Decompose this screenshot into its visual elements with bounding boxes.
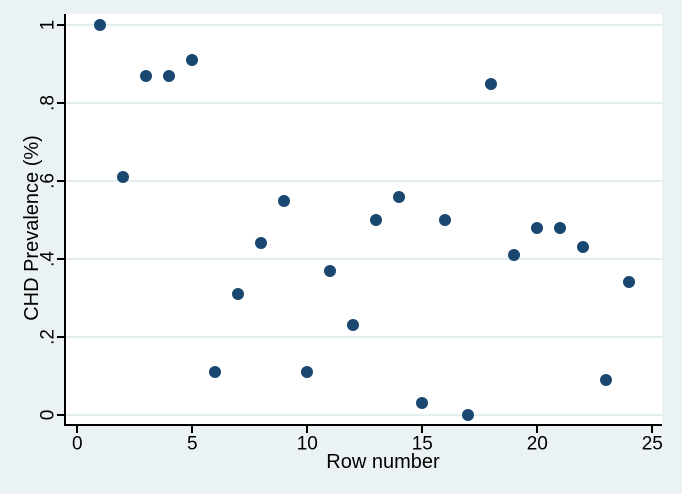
y-tick-mark xyxy=(57,180,66,182)
x-tick-mark xyxy=(191,426,194,433)
y-tick-label: 0 xyxy=(37,409,59,421)
data-point xyxy=(508,249,521,262)
y-gridline xyxy=(66,258,662,260)
data-point xyxy=(531,221,544,234)
x-axis-title: Row number xyxy=(326,451,440,473)
y-tick-label: .2 xyxy=(37,329,59,345)
x-tick-mark xyxy=(536,426,539,433)
x-tick-mark xyxy=(651,426,654,433)
data-point xyxy=(439,214,452,226)
y-gridline xyxy=(66,180,662,182)
x-tick-label: 10 xyxy=(296,433,318,455)
data-point xyxy=(186,54,199,67)
y-tick-mark xyxy=(57,24,66,26)
y-tick-label: 1 xyxy=(37,19,59,31)
data-point xyxy=(600,373,613,386)
y-tick-mark xyxy=(57,258,66,260)
data-point xyxy=(209,366,222,379)
y-axis-line xyxy=(64,14,66,426)
y-gridline xyxy=(66,414,662,416)
x-tick-label: 0 xyxy=(72,433,83,455)
data-point xyxy=(462,409,475,421)
data-point xyxy=(416,397,429,410)
y-gridline xyxy=(66,102,662,104)
data-point xyxy=(347,319,360,332)
data-point xyxy=(324,264,337,277)
x-axis-line xyxy=(64,424,662,426)
data-point xyxy=(278,194,291,207)
x-tick-label: 20 xyxy=(526,433,548,455)
y-tick-mark xyxy=(57,102,66,104)
data-point xyxy=(554,221,567,234)
x-tick-mark xyxy=(421,426,424,433)
data-point xyxy=(577,241,590,254)
data-point xyxy=(393,190,406,203)
y-tick-mark xyxy=(57,414,66,416)
data-point xyxy=(301,366,314,379)
data-point xyxy=(232,288,245,301)
x-tick-label: 15 xyxy=(411,433,433,455)
data-point xyxy=(140,69,153,82)
y-tick-mark xyxy=(57,336,66,338)
data-point xyxy=(163,69,176,82)
data-point xyxy=(255,237,268,250)
x-tick-mark xyxy=(76,426,79,433)
data-point xyxy=(94,19,107,31)
data-point xyxy=(370,214,383,226)
y-tick-label: .8 xyxy=(37,95,59,111)
data-point xyxy=(485,77,498,90)
y-axis-title: CHD Prevalence (%) xyxy=(21,135,43,321)
y-gridline xyxy=(66,24,662,26)
x-tick-label: 25 xyxy=(641,433,663,455)
x-tick-mark xyxy=(306,426,309,433)
y-gridline xyxy=(66,336,662,338)
data-point xyxy=(117,171,130,184)
data-point xyxy=(623,276,636,289)
plot-area xyxy=(66,14,662,424)
x-tick-label: 5 xyxy=(187,433,198,455)
